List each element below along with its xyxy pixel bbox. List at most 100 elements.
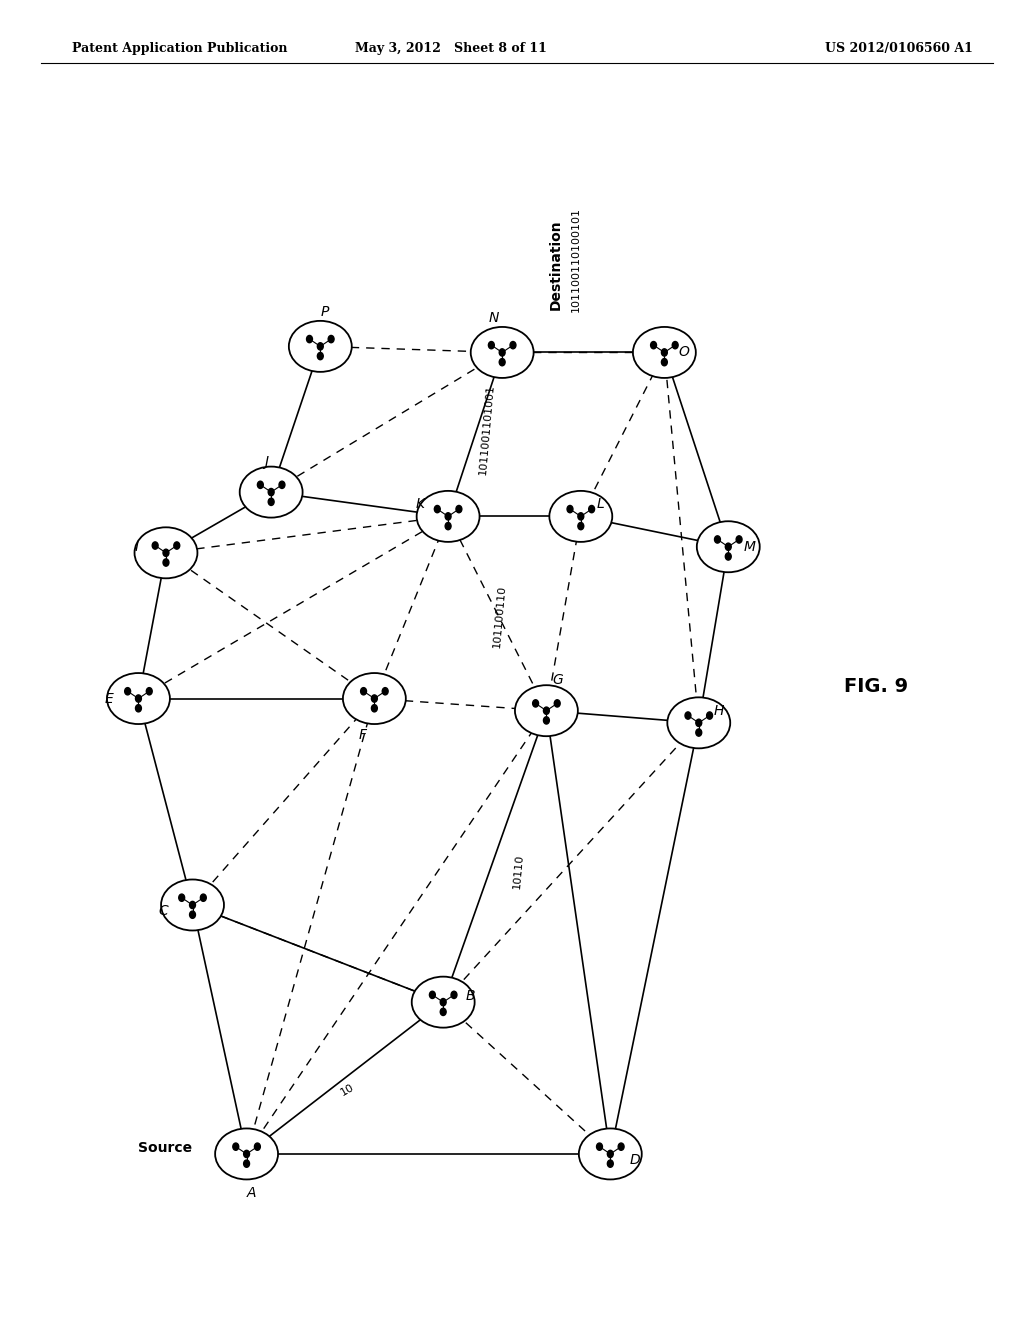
Circle shape xyxy=(179,894,184,902)
Circle shape xyxy=(317,352,324,360)
Circle shape xyxy=(715,536,721,543)
Circle shape xyxy=(163,558,169,566)
Circle shape xyxy=(532,700,539,708)
Text: 101100110100101: 101100110100101 xyxy=(571,207,581,313)
Text: E: E xyxy=(104,692,114,706)
Circle shape xyxy=(500,359,505,366)
Circle shape xyxy=(650,342,656,348)
Circle shape xyxy=(279,482,285,488)
Text: C: C xyxy=(158,904,168,919)
Circle shape xyxy=(125,688,131,694)
Circle shape xyxy=(578,512,584,520)
Circle shape xyxy=(360,688,367,694)
Text: May 3, 2012   Sheet 8 of 11: May 3, 2012 Sheet 8 of 11 xyxy=(354,42,547,55)
Text: M: M xyxy=(743,540,756,554)
Circle shape xyxy=(135,705,141,711)
Ellipse shape xyxy=(515,685,578,737)
Text: B: B xyxy=(466,989,475,1003)
Circle shape xyxy=(510,342,516,348)
Circle shape xyxy=(163,549,169,557)
Circle shape xyxy=(232,1143,239,1150)
Text: Patent Application Publication: Patent Application Publication xyxy=(72,42,287,55)
Circle shape xyxy=(434,506,440,512)
Circle shape xyxy=(696,729,701,737)
Text: Source: Source xyxy=(138,1140,193,1155)
Circle shape xyxy=(306,335,312,343)
Circle shape xyxy=(725,543,731,550)
Circle shape xyxy=(500,348,505,356)
Ellipse shape xyxy=(549,491,612,543)
Ellipse shape xyxy=(134,527,198,578)
Ellipse shape xyxy=(579,1129,642,1180)
Circle shape xyxy=(382,688,388,694)
Text: 101100110: 101100110 xyxy=(492,585,507,648)
Circle shape xyxy=(662,359,668,366)
Circle shape xyxy=(707,711,713,719)
Circle shape xyxy=(451,991,457,998)
Text: Destination: Destination xyxy=(549,219,563,310)
Circle shape xyxy=(672,342,678,348)
Circle shape xyxy=(135,694,141,702)
Circle shape xyxy=(696,719,701,726)
Text: K: K xyxy=(416,498,425,511)
Circle shape xyxy=(201,894,206,902)
Ellipse shape xyxy=(412,977,475,1028)
Circle shape xyxy=(597,1143,602,1150)
Ellipse shape xyxy=(215,1129,279,1180)
Circle shape xyxy=(685,711,691,719)
Ellipse shape xyxy=(417,491,479,543)
Circle shape xyxy=(244,1150,250,1158)
Circle shape xyxy=(268,498,274,506)
Text: N: N xyxy=(489,312,500,326)
Ellipse shape xyxy=(633,327,696,378)
Ellipse shape xyxy=(161,879,224,931)
Text: US 2012/0106560 A1: US 2012/0106560 A1 xyxy=(825,42,973,55)
Circle shape xyxy=(554,700,560,708)
Text: J: J xyxy=(264,454,268,469)
Text: L: L xyxy=(597,498,604,511)
Circle shape xyxy=(445,512,451,520)
Text: A: A xyxy=(247,1185,256,1200)
Text: H: H xyxy=(714,704,724,718)
Circle shape xyxy=(725,553,731,560)
Circle shape xyxy=(372,694,377,702)
Circle shape xyxy=(618,1143,624,1150)
Circle shape xyxy=(440,998,446,1006)
Circle shape xyxy=(607,1150,613,1158)
Circle shape xyxy=(429,991,435,998)
Circle shape xyxy=(189,902,196,908)
Circle shape xyxy=(445,523,451,529)
Circle shape xyxy=(456,506,462,512)
Text: F: F xyxy=(358,727,367,742)
Ellipse shape xyxy=(696,521,760,573)
Text: G: G xyxy=(553,673,563,688)
Circle shape xyxy=(317,343,324,350)
Circle shape xyxy=(328,335,334,343)
Circle shape xyxy=(544,717,549,725)
Circle shape xyxy=(268,488,274,496)
Ellipse shape xyxy=(668,697,730,748)
Circle shape xyxy=(662,348,668,356)
Circle shape xyxy=(372,705,377,711)
Circle shape xyxy=(488,342,495,348)
Circle shape xyxy=(153,543,158,549)
Text: FIG. 9: FIG. 9 xyxy=(844,677,908,696)
Text: D: D xyxy=(630,1152,640,1167)
Circle shape xyxy=(146,688,153,694)
Text: 10: 10 xyxy=(339,1082,356,1097)
Ellipse shape xyxy=(471,327,534,378)
Ellipse shape xyxy=(289,321,352,372)
Ellipse shape xyxy=(106,673,170,725)
Circle shape xyxy=(736,536,742,543)
Circle shape xyxy=(578,523,584,529)
Text: 1011001101001: 1011001101001 xyxy=(477,383,496,475)
Circle shape xyxy=(189,911,196,919)
Circle shape xyxy=(254,1143,260,1150)
Circle shape xyxy=(257,482,263,488)
Circle shape xyxy=(567,506,573,512)
Text: P: P xyxy=(322,305,330,319)
Ellipse shape xyxy=(240,466,303,517)
Circle shape xyxy=(174,543,180,549)
Text: O: O xyxy=(679,346,689,359)
Text: I: I xyxy=(134,540,138,554)
